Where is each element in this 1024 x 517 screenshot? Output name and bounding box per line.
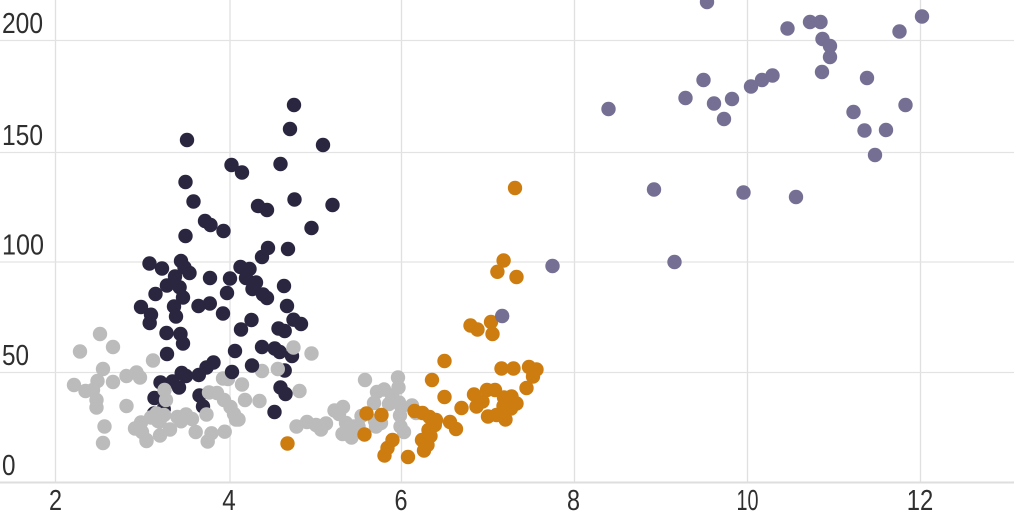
svg-text:100: 100 xyxy=(2,230,44,262)
svg-text:150: 150 xyxy=(2,120,43,152)
svg-text:50: 50 xyxy=(2,340,29,372)
svg-text:2: 2 xyxy=(49,485,62,512)
svg-text:8: 8 xyxy=(567,485,580,512)
svg-text:0: 0 xyxy=(2,450,16,482)
svg-text:12: 12 xyxy=(907,485,934,512)
svg-text:10: 10 xyxy=(737,485,759,512)
svg-text:4: 4 xyxy=(222,485,236,512)
svg-text:200: 200 xyxy=(2,8,43,40)
svg-text:6: 6 xyxy=(395,485,408,512)
